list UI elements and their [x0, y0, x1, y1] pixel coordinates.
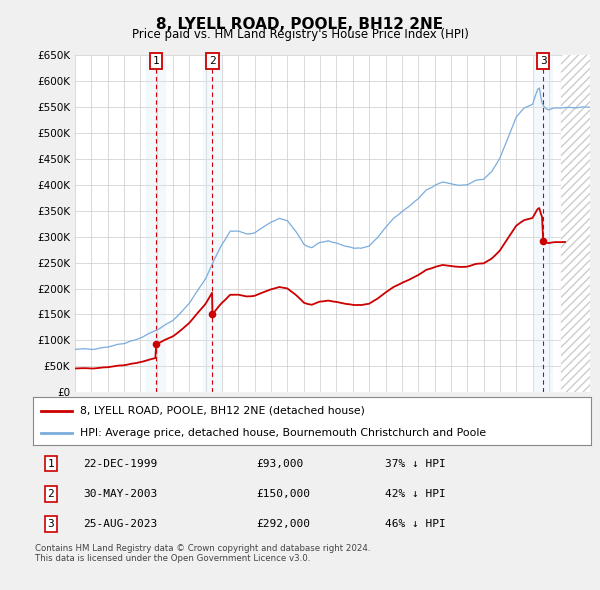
Bar	[203, 55, 222, 392]
Text: 2: 2	[209, 56, 216, 66]
Text: HPI: Average price, detached house, Bournemouth Christchurch and Poole: HPI: Average price, detached house, Bour…	[80, 428, 487, 438]
Text: 1: 1	[47, 458, 54, 468]
Text: Contains HM Land Registry data © Crown copyright and database right 2024.
This d: Contains HM Land Registry data © Crown c…	[35, 544, 370, 563]
Text: 1: 1	[153, 56, 160, 66]
Bar	[533, 55, 553, 392]
Text: 42% ↓ HPI: 42% ↓ HPI	[385, 489, 445, 499]
Text: £150,000: £150,000	[256, 489, 310, 499]
Text: 22-DEC-1999: 22-DEC-1999	[83, 458, 157, 468]
Text: 37% ↓ HPI: 37% ↓ HPI	[385, 458, 445, 468]
Text: 25-AUG-2023: 25-AUG-2023	[83, 519, 157, 529]
Bar	[146, 55, 166, 392]
Text: 3: 3	[540, 56, 547, 66]
Bar	[561, 55, 590, 392]
Text: 8, LYELL ROAD, POOLE, BH12 2NE (detached house): 8, LYELL ROAD, POOLE, BH12 2NE (detached…	[80, 405, 365, 415]
Text: Price paid vs. HM Land Registry's House Price Index (HPI): Price paid vs. HM Land Registry's House …	[131, 28, 469, 41]
Text: 30-MAY-2003: 30-MAY-2003	[83, 489, 157, 499]
Text: £93,000: £93,000	[256, 458, 304, 468]
Bar	[561, 55, 590, 392]
Text: 3: 3	[47, 519, 54, 529]
Text: 2: 2	[47, 489, 54, 499]
Text: 8, LYELL ROAD, POOLE, BH12 2NE: 8, LYELL ROAD, POOLE, BH12 2NE	[157, 17, 443, 31]
Text: 46% ↓ HPI: 46% ↓ HPI	[385, 519, 445, 529]
Text: £292,000: £292,000	[256, 519, 310, 529]
